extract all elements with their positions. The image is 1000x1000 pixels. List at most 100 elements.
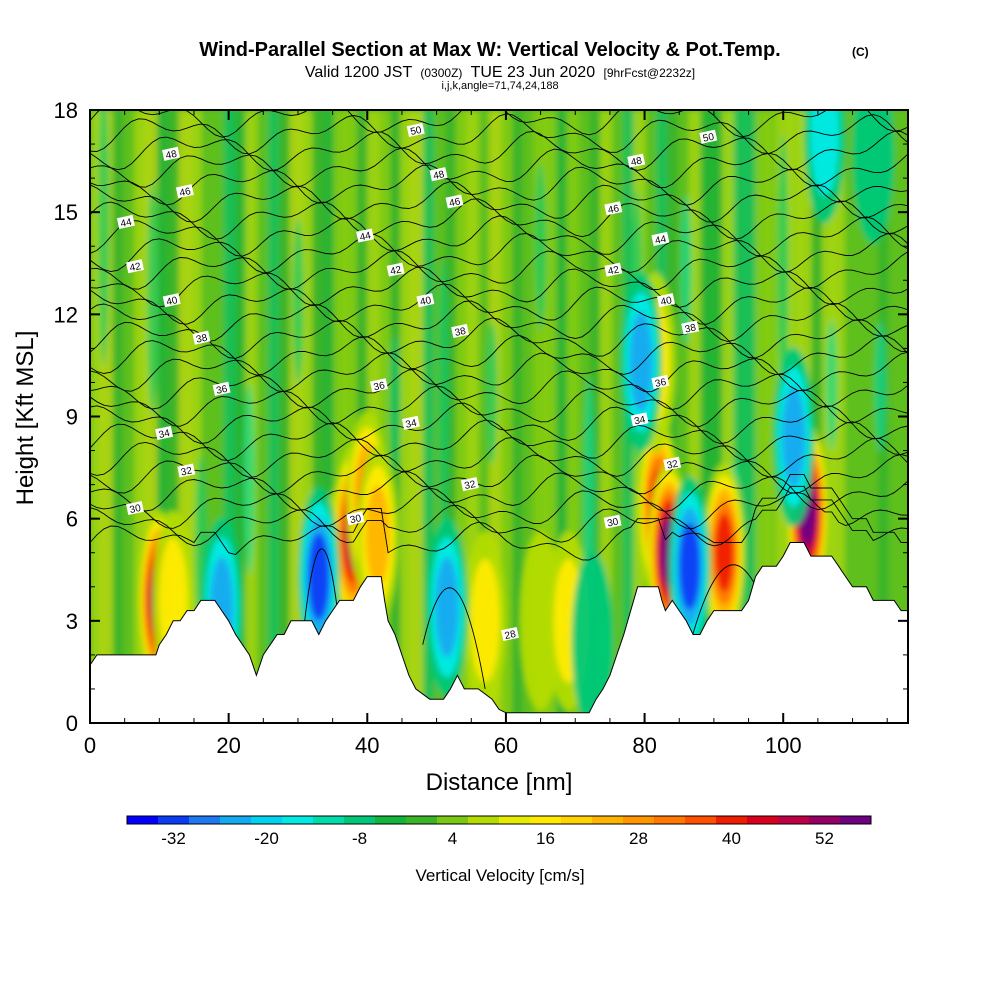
contour-label: 46 — [445, 194, 464, 209]
downdraft-core — [852, 110, 895, 245]
colorbar-swatch — [127, 816, 159, 824]
colorbar-swatch — [437, 816, 469, 824]
colorbar-swatch — [530, 816, 562, 824]
contour-label-text: 40 — [660, 295, 674, 308]
contour-label-text: 30 — [349, 513, 363, 526]
y-tick-label: 6 — [66, 507, 78, 532]
contour-label: 34 — [155, 425, 174, 441]
y-axis-label: Height [Kft MSL] — [12, 331, 39, 506]
isentrope-line — [422, 587, 486, 690]
isentrope-line — [90, 385, 908, 427]
field-band — [844, 110, 857, 723]
isentrope-line — [90, 110, 908, 138]
y-tick-label: 0 — [66, 711, 78, 736]
contour-label-text: 36 — [654, 377, 668, 390]
terrain-mask — [90, 542, 908, 723]
contour-label: 44 — [651, 231, 670, 247]
y-tick-label: 15 — [54, 200, 78, 225]
isentrope-line — [90, 164, 908, 206]
contour-label-text: 34 — [158, 428, 172, 441]
field-band — [123, 110, 136, 723]
contour-label: 50 — [406, 122, 425, 138]
field-band — [866, 110, 879, 723]
isentrope-line — [90, 402, 908, 445]
contour-label: 44 — [356, 228, 375, 244]
colorbar-tick-label: -20 — [254, 829, 279, 848]
isentrope-line — [90, 215, 908, 257]
colorbar-swatch — [282, 816, 314, 824]
contour-label-text: 28 — [504, 629, 518, 642]
isentrope-line — [90, 317, 908, 359]
contour-label: 32 — [663, 456, 682, 472]
contour-label: 34 — [630, 412, 649, 427]
field-streak — [534, 163, 547, 332]
subtitle-forecast: [9hrFcst@2232z] — [604, 66, 696, 80]
chart-subtitle: Valid 1200 JST (0300Z) TUE 23 Jun 2020 [… — [305, 64, 695, 81]
chart-title-mark: (C) — [852, 45, 869, 59]
colorbar-swatch — [592, 816, 624, 824]
isentrope-line — [90, 335, 908, 376]
field-streak — [825, 319, 838, 450]
contour-label-text: 44 — [654, 234, 668, 247]
chart-title-block: Wind-Parallel Section at Max W: Vertical… — [199, 39, 868, 92]
contour-label-text: 42 — [607, 264, 621, 277]
colorbar-tick-label: 40 — [722, 829, 741, 848]
colorbar-swatch — [344, 816, 376, 824]
isentrope-line — [90, 233, 908, 274]
colorbar-swatch — [406, 816, 438, 824]
contour-label-text: 50 — [702, 132, 716, 145]
contour-label: 50 — [699, 129, 718, 145]
contour-label: 30 — [126, 500, 144, 516]
contour-label: 38 — [451, 323, 470, 339]
contour-label: 40 — [416, 293, 435, 308]
contour-label-text: 36 — [215, 384, 229, 397]
contour-label-text: 32 — [464, 479, 478, 492]
contour-label: 42 — [604, 262, 623, 278]
x-tick-label: 80 — [632, 733, 656, 758]
colorbar-swatch — [561, 816, 593, 824]
contour-label-text: 44 — [359, 230, 373, 243]
downdraft-core — [435, 557, 459, 658]
plot-area: 50 48 48 46 46 44 44 42 42 40 40 38 38 36 36 34 34 32 32 30… — [90, 110, 908, 723]
contour-label: 42 — [126, 259, 144, 274]
subtitle-date: TUE 23 Jun 2020 — [471, 64, 596, 81]
contour-label: 48 — [627, 153, 646, 169]
isentrope-line — [90, 181, 908, 223]
isentrope-line — [90, 419, 908, 462]
field-streak — [291, 217, 304, 386]
isentrope-line — [90, 485, 908, 547]
contour-label-text: 48 — [432, 169, 446, 182]
contour-label-text: 48 — [630, 155, 644, 168]
contour-label: 42 — [386, 262, 405, 278]
field-streak — [243, 384, 256, 575]
field-band — [888, 110, 901, 723]
colorbar-tick-label: 28 — [629, 829, 648, 848]
colorbar-tick-label: 52 — [815, 829, 834, 848]
colorbar-swatch — [778, 816, 810, 824]
contour-labels: 50 48 48 46 46 44 44 42 42 40 40 38 38 36 36 34 34 32 32 30… — [116, 122, 718, 642]
isentrope-line — [90, 198, 908, 240]
colorbar-swatch — [654, 816, 686, 824]
colorbar-swatch — [685, 816, 717, 824]
contour-label: 32 — [460, 477, 479, 492]
field-streak — [874, 320, 887, 453]
contour-label: 34 — [401, 415, 420, 431]
contour-label: 32 — [177, 463, 196, 479]
contour-label-text: 48 — [165, 149, 179, 162]
field-band — [400, 110, 413, 723]
colorbar-tick-label: 16 — [536, 829, 555, 848]
isentrope-line — [90, 437, 908, 478]
downdraft-core — [810, 110, 840, 196]
updraft-core — [470, 558, 500, 683]
contour-label: 36 — [370, 378, 388, 393]
downdraft-core — [679, 523, 700, 610]
subtitle-utc: (0300Z) — [420, 66, 462, 80]
field-band — [611, 110, 624, 723]
contour-label: 28 — [501, 626, 519, 642]
downdraft-core — [308, 533, 330, 620]
field-band — [744, 110, 757, 723]
contour-label-text: 38 — [454, 326, 468, 339]
isentrope-contours — [90, 110, 908, 690]
contour-label-text: 36 — [373, 380, 387, 393]
